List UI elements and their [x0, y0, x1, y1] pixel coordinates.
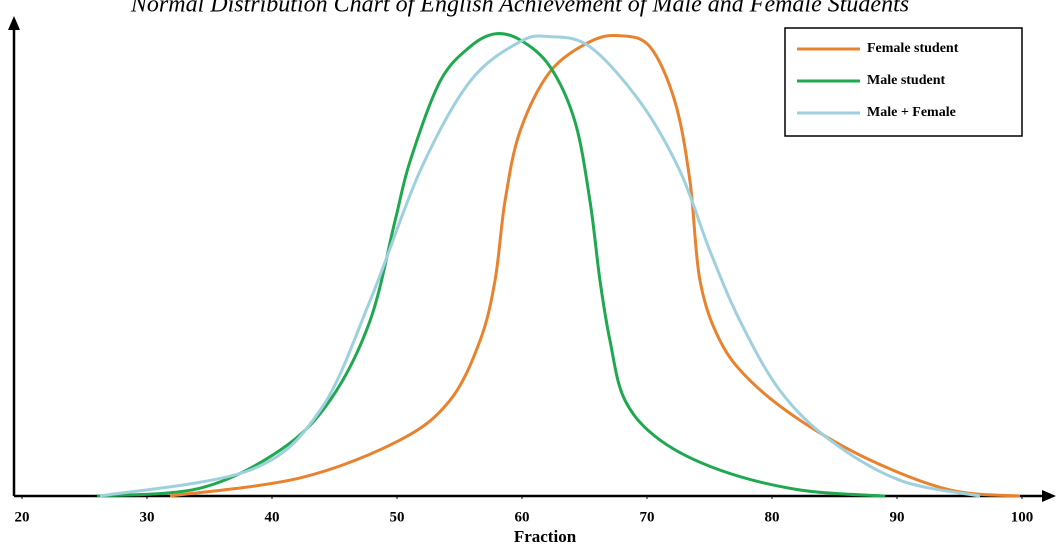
x-tick-label: 100 [1011, 509, 1034, 525]
x-arrow [1042, 490, 1056, 502]
x-tick-label: 40 [265, 509, 280, 525]
x-tick-label: 70 [640, 509, 655, 525]
x-axis-label: Fraction [514, 527, 577, 546]
x-tick-label: 60 [515, 509, 530, 525]
x-tick-label: 30 [140, 509, 155, 525]
legend-label: Female student [867, 41, 959, 56]
x-tick-label: 80 [765, 509, 780, 525]
series-line [99, 34, 981, 498]
y-arrow [8, 16, 20, 30]
x-tick-label: 50 [390, 509, 405, 525]
x-tick-label: 20 [15, 509, 30, 525]
x-tick-label: 90 [890, 509, 905, 525]
series-line [169, 33, 1021, 498]
legend-label: Male student [867, 73, 946, 88]
chart-title: Normal Distribution Chart of English Ach… [130, 0, 909, 18]
series-line [96, 32, 886, 498]
legend-label: Male + Female [867, 105, 956, 120]
